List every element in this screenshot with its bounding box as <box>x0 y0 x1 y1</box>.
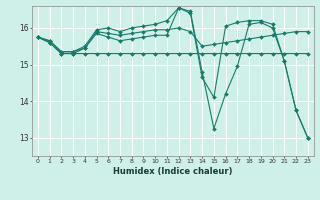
X-axis label: Humidex (Indice chaleur): Humidex (Indice chaleur) <box>113 167 233 176</box>
